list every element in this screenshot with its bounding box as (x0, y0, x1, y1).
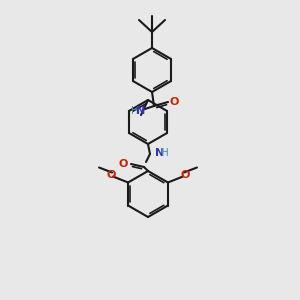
Text: H: H (161, 148, 169, 158)
Text: O: O (106, 169, 116, 179)
Text: H: H (131, 106, 139, 116)
Text: O: O (118, 159, 128, 169)
Text: N: N (155, 148, 164, 158)
Text: O: O (180, 169, 190, 179)
Text: O: O (170, 97, 179, 107)
Text: N: N (136, 106, 145, 116)
